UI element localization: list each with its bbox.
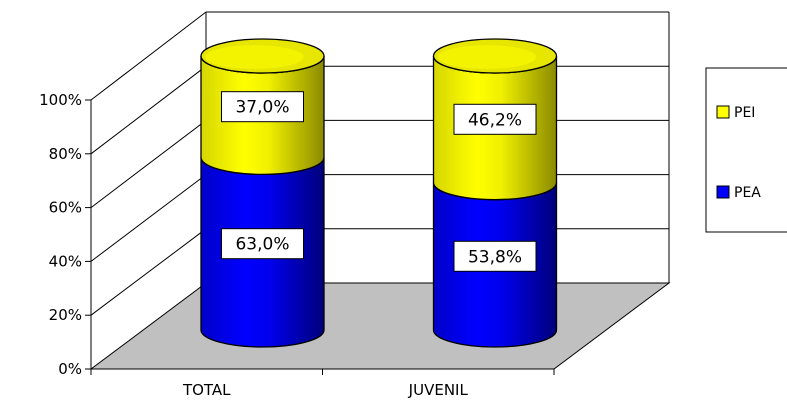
data-label: 63,0%	[235, 235, 289, 255]
gridline-side	[91, 175, 206, 262]
y-tick-label: 20%	[49, 306, 82, 324]
gridline-side	[91, 66, 206, 154]
gridlines	[91, 12, 669, 315]
y-tick-label: 80%	[49, 145, 82, 163]
gridline-side	[91, 12, 206, 100]
x-tick-label: JUVENIL	[408, 381, 469, 399]
plot-walls	[91, 12, 669, 369]
floor	[91, 283, 669, 369]
data-label: 53,8%	[468, 247, 522, 267]
legend-label-pei: PEI	[734, 105, 755, 121]
y-axis-ticks: 0% 20% 40% 60% 80% 100%	[39, 91, 91, 378]
data-label: 37,0%	[235, 98, 289, 118]
legend-label-pea: PEA	[734, 185, 761, 201]
y-tick-label: 60%	[49, 199, 82, 217]
bar-top-cap-highlight	[438, 45, 536, 69]
bar-top-cap-highlight	[205, 45, 303, 69]
legend-swatch-pea	[717, 186, 729, 198]
legend-box	[706, 68, 787, 232]
legend: PEI PEA	[706, 68, 787, 232]
y-tick-label: 40%	[49, 252, 82, 270]
x-tick-label: TOTAL	[182, 381, 231, 399]
gridline-side	[91, 120, 206, 207]
y-tick-label: 0%	[58, 360, 82, 378]
y-tick-label: 100%	[39, 91, 82, 109]
x-axis-ticks: TOTAL JUVENIL	[91, 369, 554, 399]
data-label: 46,2%	[468, 110, 522, 130]
legend-swatch-pei	[717, 106, 729, 118]
